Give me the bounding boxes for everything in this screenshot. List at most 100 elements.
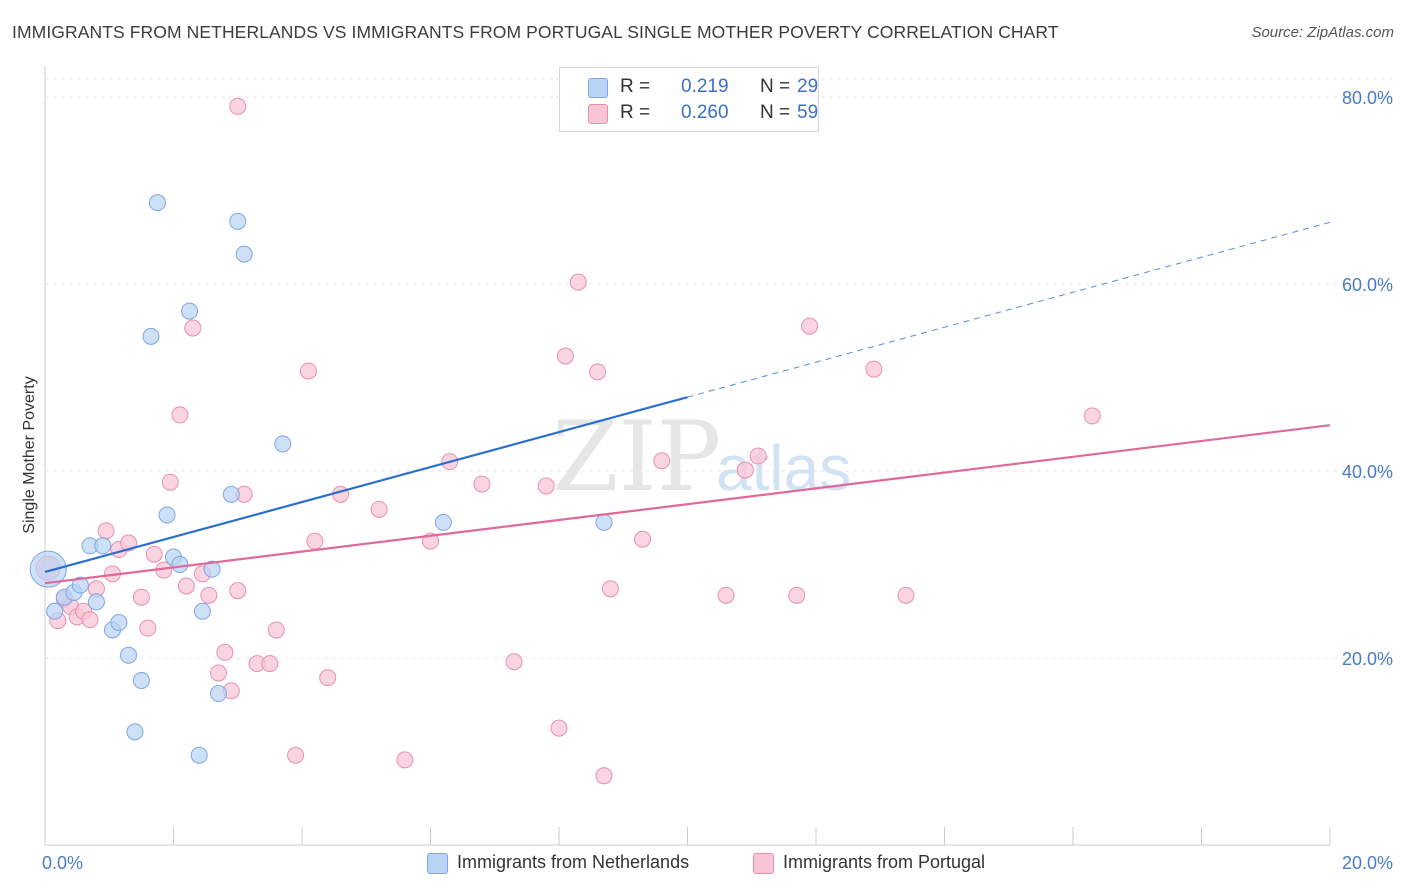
point-netherlands [229,212,247,230]
point-portugal [306,532,324,550]
point-netherlands [203,560,221,578]
trend-line-portugal [44,424,1331,585]
point-netherlands [181,302,199,320]
point-portugal [569,273,587,291]
point-portugal [261,655,279,673]
point-portugal [653,452,671,470]
point-portugal [396,751,414,769]
point-portugal [229,97,247,115]
trend-lines [44,221,1331,585]
stats-legend: R = 0.219 N = 29 R = 0.260 N = 59 [559,67,819,132]
point-netherlands [274,435,292,453]
legend-n-label: N = [760,102,791,123]
point-portugal [537,477,555,495]
point-netherlands [190,746,208,764]
watermark: ZIP atlas [552,401,851,513]
point-netherlands [209,685,227,703]
point-portugal [749,447,767,465]
point-portugal [299,362,317,380]
trend-line-netherlands-extension [687,221,1331,398]
bottom-legend-swatch-portugal [753,853,774,874]
point-netherlands [126,723,144,741]
point-portugal [736,461,754,479]
point-portugal [801,317,819,335]
y-axis-title: Single Mother Poverty [21,376,38,533]
bottom-legend-label-portugal: Immigrants from Portugal [783,852,986,872]
legend-r-value-portugal: 0.260 [681,102,729,123]
point-netherlands [434,513,452,531]
point-portugal [505,653,523,671]
y-tick-label: 80.0% [1342,88,1393,108]
point-portugal [120,534,138,552]
legend-n-value-portugal: 59 [797,102,819,123]
trend-line-netherlands [44,396,688,574]
point-portugal [132,588,150,606]
point-netherlands [120,646,138,664]
point-portugal [897,586,915,604]
point-portugal [287,746,305,764]
point-portugal [634,530,652,548]
point-portugal [556,347,574,365]
point-netherlands [235,245,253,263]
legend-n-value-netherlands: 29 [797,76,819,97]
point-portugal [589,363,607,381]
watermark-zip: ZIP [552,401,721,513]
point-netherlands [87,593,105,611]
point-portugal [200,586,218,604]
point-portugal [788,586,806,604]
point-portugal [332,485,350,503]
series-netherlands [29,194,613,764]
source-label: Source: ZipAtlas.com [1251,24,1394,41]
point-portugal [97,522,115,540]
x-tick-label-start: 0.0% [42,853,83,873]
point-portugal [161,473,179,491]
point-portugal [267,621,285,639]
point-portugal [139,619,157,637]
point-portugal [1083,407,1101,425]
bottom-legend-swatch-netherlands [427,853,448,874]
axes [44,66,1331,846]
point-portugal [209,664,227,682]
y-tick-label: 60.0% [1342,275,1393,295]
point-netherlands [193,602,211,620]
point-portugal [145,545,163,563]
y-tick-label: 40.0% [1342,462,1393,482]
point-netherlands [595,513,613,531]
point-portugal [184,319,202,337]
legend-r-label: R = [620,76,651,97]
point-netherlands [142,327,160,345]
point-portugal [370,500,388,518]
point-netherlands [29,550,67,588]
point-netherlands [46,602,64,620]
x-tick-label-end: 20.0% [1342,853,1393,873]
point-portugal [319,669,337,687]
point-netherlands [171,556,189,573]
point-netherlands [148,194,166,212]
point-portugal [216,643,234,661]
point-portugal [81,611,99,629]
legend-n-label: N = [760,76,791,97]
gridlines [45,78,1392,659]
legend-r-value-netherlands: 0.219 [681,76,729,97]
point-portugal [177,577,195,595]
point-portugal [595,767,613,785]
point-netherlands [71,576,89,594]
point-portugal [171,406,189,424]
bottom-legend-label-netherlands: Immigrants from Netherlands [457,852,690,872]
tick-labels: 20.0% 40.0% 60.0% 80.0% 0.0% 20.0% [42,88,1393,873]
point-portugal [865,360,883,378]
point-netherlands [222,485,240,503]
legend-swatch-portugal [588,104,608,124]
point-netherlands [110,613,128,631]
legend-r-label: R = [620,102,651,123]
point-portugal [473,475,491,493]
point-netherlands [94,537,112,555]
point-portugal [229,582,247,600]
point-netherlands [132,671,150,689]
legend-swatch-netherlands [588,78,608,98]
point-portugal [601,580,619,598]
point-portugal [550,719,568,737]
y-tick-label: 20.0% [1342,649,1393,669]
point-portugal [717,586,735,604]
